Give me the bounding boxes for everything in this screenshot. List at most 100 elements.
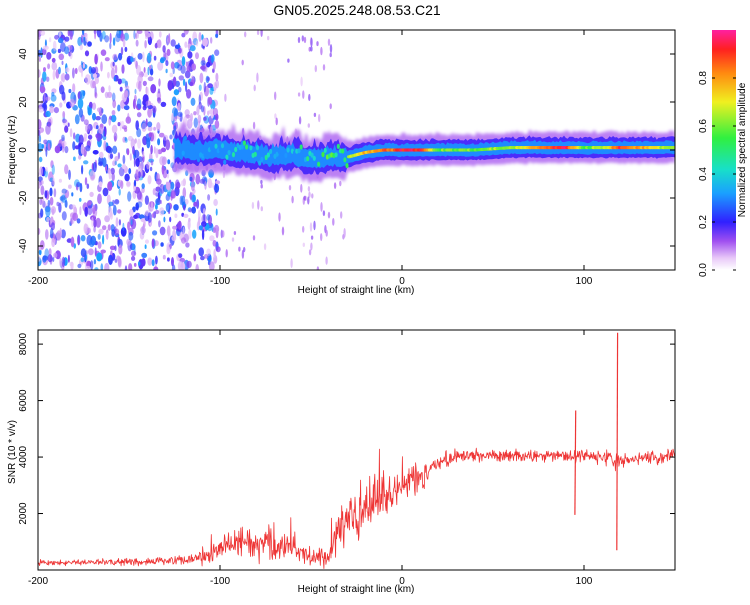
spectrogram-ridge-cell bbox=[269, 148, 273, 154]
spectrogram-noise-cell bbox=[84, 74, 91, 85]
spectrogram-noise-cell bbox=[59, 84, 65, 95]
spectrogram-noise-cell bbox=[187, 219, 191, 231]
spectrogram-ridge-cell bbox=[319, 156, 323, 162]
spectrogram-noise-cell bbox=[201, 229, 205, 241]
spectrogram-noise-cell bbox=[107, 71, 110, 79]
spectrogram-noise-cell bbox=[52, 177, 55, 186]
spectrogram-noise-cell bbox=[91, 216, 94, 228]
spectrogram-noise-cell bbox=[47, 254, 53, 263]
spectrogram-noise-cell bbox=[145, 100, 152, 107]
spectrogram-noise-cell bbox=[93, 226, 96, 233]
spectrogram-noise-cell bbox=[119, 86, 123, 92]
spectrogram-noise-cell bbox=[100, 86, 105, 93]
spectrogram-noise-cell bbox=[83, 160, 89, 165]
spectrogram-noise-cell bbox=[188, 229, 192, 240]
spectrogram-noise-cell bbox=[157, 88, 161, 94]
spectrogram-noise-cell bbox=[141, 122, 147, 132]
spectrogram-x-tick-label: -100 bbox=[210, 276, 230, 287]
spectrogram-noise-cell bbox=[274, 113, 277, 120]
spectrogram-x-tick-label: 100 bbox=[576, 276, 593, 287]
spectrogram-noise-cell bbox=[257, 200, 260, 210]
spectrogram-noise-cell bbox=[74, 114, 80, 125]
spectrogram-noise-cell bbox=[170, 181, 175, 190]
spectrogram-noise-cell bbox=[50, 227, 54, 239]
spectrogram-noise-cell bbox=[303, 36, 307, 44]
spectrogram-ridge-cell bbox=[223, 159, 227, 165]
spectrogram-noise-cell bbox=[154, 209, 160, 215]
spectrogram-ridge-cell bbox=[231, 152, 236, 158]
spectrogram-noise-cell bbox=[212, 107, 219, 117]
spectrogram-noise-cell bbox=[108, 169, 112, 180]
spectrogram-noise-cell bbox=[107, 224, 111, 231]
spectrogram-noise-cell bbox=[169, 134, 173, 140]
spectrogram-noise-cell bbox=[83, 133, 88, 140]
spectrogram-noise-cell bbox=[78, 108, 84, 118]
spectrogram-noise-cell bbox=[190, 181, 195, 192]
spectrogram-noise-cell bbox=[195, 40, 199, 47]
spectrogram-noise-cell bbox=[42, 48, 47, 56]
spectrogram-noise-cell bbox=[72, 83, 76, 93]
spectrogram-ridge-cell bbox=[277, 148, 281, 154]
spectrogram-noise-cell bbox=[314, 65, 317, 73]
spectrogram-noise-cell bbox=[165, 203, 171, 213]
spectrogram-noise-cell bbox=[165, 60, 169, 67]
spectrogram-noise-cell bbox=[42, 71, 47, 82]
spectrogram-noise-cell bbox=[210, 54, 215, 64]
spectrogram-noise-cell bbox=[215, 79, 220, 89]
spectrogram-noise-cell bbox=[135, 120, 139, 131]
spectrogram-noise-cell bbox=[156, 178, 162, 185]
spectrogram-noise-cell bbox=[128, 263, 133, 270]
spectrogram-noise-cell bbox=[308, 249, 312, 256]
spectrogram-noise-cell bbox=[110, 114, 117, 123]
spectrogram-noise-cell bbox=[142, 150, 145, 157]
spectrogram-noise-cell bbox=[158, 132, 165, 138]
spectrogram-ridge-cell bbox=[336, 143, 340, 149]
spectrogram-noise-cell bbox=[39, 166, 43, 177]
spectrogram-noise-cell bbox=[209, 235, 215, 242]
spectrogram-noise-cell bbox=[121, 163, 127, 170]
spectrogram-noise-cell bbox=[191, 194, 196, 203]
spectrogram-noise-cell bbox=[128, 231, 134, 241]
spectrogram-noise-cell bbox=[53, 107, 60, 114]
spectrogram-noise-cell bbox=[43, 67, 46, 72]
spectrogram-noise-cell bbox=[278, 212, 281, 222]
spectrogram-noise-cell bbox=[153, 146, 156, 154]
spectrogram-heatmap bbox=[38, 30, 675, 270]
spectrogram-noise-cell bbox=[87, 227, 91, 234]
spectrogram-noise-cell bbox=[98, 126, 104, 135]
colorbar-gradient bbox=[712, 30, 736, 270]
spectrogram-noise-cell bbox=[309, 222, 313, 232]
spectrogram-ridge-cell bbox=[194, 141, 198, 147]
spectrogram-noise-cell bbox=[115, 33, 121, 43]
spectrogram-noise-cell bbox=[127, 191, 132, 202]
spectrogram-noise-cell bbox=[117, 104, 121, 112]
spectrogram-noise-cell bbox=[111, 110, 116, 116]
spectrogram-noise-cell bbox=[46, 52, 52, 60]
spectrogram-ridge-cell bbox=[297, 148, 301, 154]
spectrogram-noise-cell bbox=[310, 37, 313, 47]
spectrogram-ridge-cell bbox=[321, 151, 325, 158]
spectrogram-noise-cell bbox=[49, 139, 52, 149]
spectrogram-noise-cell bbox=[143, 67, 146, 73]
spectrogram-noise-cell bbox=[45, 146, 48, 157]
spectrogram-noise-cell bbox=[199, 72, 204, 84]
spectrogram-noise-cell bbox=[222, 230, 225, 238]
spectrogram-noise-cell bbox=[160, 101, 167, 107]
spectrogram-noise-cell bbox=[153, 266, 159, 270]
spectrogram-noise-cell bbox=[169, 216, 172, 223]
spectrogram-noise-cell bbox=[171, 264, 176, 270]
spectrogram-noise-cell bbox=[81, 68, 83, 78]
spectrogram-noise-cell bbox=[109, 245, 116, 251]
spectrogram-noise-cell bbox=[54, 34, 59, 40]
colorbar-tick-label: 0.0 bbox=[698, 263, 709, 277]
spectrogram-noise-cell bbox=[58, 31, 62, 37]
spectrogram-noise-cell bbox=[165, 68, 168, 74]
spectrogram-noise-cell bbox=[287, 58, 290, 63]
spectrogram-noise-cell bbox=[196, 105, 200, 116]
snr-y-label: SNR (10 * v/v) bbox=[7, 420, 18, 484]
spectrogram-noise-cell bbox=[178, 267, 184, 270]
spectrogram-ridge-cell bbox=[190, 142, 194, 149]
spectrogram-noise-cell bbox=[189, 191, 192, 201]
spectrogram-noise-cell bbox=[260, 179, 263, 185]
spectrogram-noise-cell bbox=[159, 199, 162, 205]
